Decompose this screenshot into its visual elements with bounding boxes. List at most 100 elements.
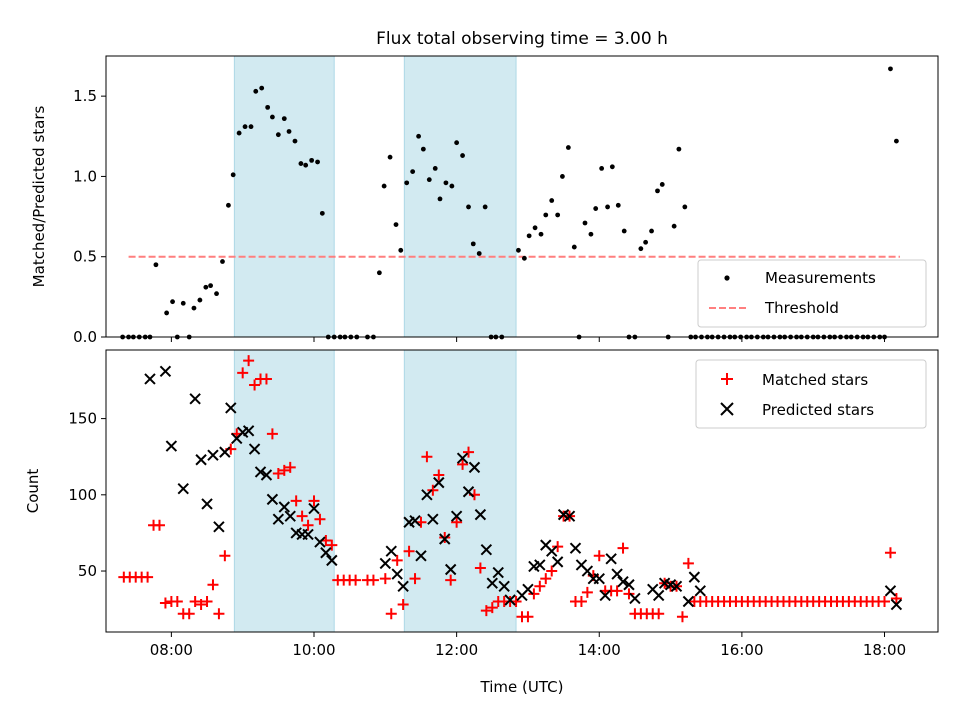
predicted-star-point xyxy=(474,508,487,521)
bottom-x-tick-marks xyxy=(170,632,886,637)
measurement-point xyxy=(532,225,538,231)
matched-star-point xyxy=(409,573,421,585)
matched-star-point xyxy=(201,596,213,608)
measurement-point xyxy=(549,198,555,203)
predicted-star-point xyxy=(623,579,635,591)
predicted-star-point xyxy=(670,580,683,592)
matched-star-point xyxy=(421,451,433,463)
predicted-star-point xyxy=(498,580,510,592)
matched-star-point xyxy=(314,513,326,525)
matched-star-point xyxy=(474,562,486,574)
predicted-star-point xyxy=(652,589,665,602)
matched-star-point xyxy=(272,467,284,479)
bottom-legend: Matched stars Predicted stars xyxy=(695,359,927,429)
measurement-point xyxy=(426,177,432,183)
legend-measurements-label: Measurements xyxy=(765,269,876,287)
measurement-point xyxy=(292,138,298,144)
legend-matched-marker xyxy=(721,373,733,385)
top-legend-box xyxy=(697,259,927,328)
matched-star-point xyxy=(486,602,498,614)
matched-star-point xyxy=(546,565,558,577)
predicted-star-point xyxy=(302,528,314,541)
predicted-star-point xyxy=(195,454,207,466)
predicted-star-point xyxy=(551,556,564,568)
matched-star-point xyxy=(379,573,391,585)
top-axes-frame xyxy=(105,55,939,338)
matched-star-point xyxy=(676,611,688,623)
predicted-star-point xyxy=(694,585,706,597)
measurement-point xyxy=(208,283,213,289)
matched-star-point xyxy=(260,373,272,385)
predicted-star-point xyxy=(272,513,285,525)
measurement-point xyxy=(381,183,387,189)
matched-star-point xyxy=(213,608,225,620)
predicted-star-point xyxy=(890,598,903,611)
matched-star-point xyxy=(391,554,403,566)
predicted-stars-points xyxy=(144,365,903,611)
top-shaded-interval xyxy=(233,55,335,338)
predicted-star-point xyxy=(433,476,445,489)
measurement-point xyxy=(437,196,443,202)
measurement-point xyxy=(582,220,588,226)
matched-star-point xyxy=(219,550,231,562)
predicted-star-point xyxy=(599,589,611,602)
measurement-point xyxy=(449,183,455,189)
measurement-point xyxy=(454,140,460,146)
predicted-star-point xyxy=(248,443,261,455)
predicted-star-point xyxy=(379,557,392,570)
predicted-star-point xyxy=(397,580,409,592)
bottom-y-tick-label: 50 xyxy=(78,562,97,580)
measurement-point xyxy=(649,228,654,234)
measurement-point xyxy=(376,270,382,276)
measurement-point xyxy=(432,166,438,171)
measurement-point xyxy=(555,212,561,218)
measurement-point xyxy=(203,284,209,290)
measurement-point xyxy=(298,161,304,166)
matched-star-point xyxy=(350,574,362,586)
predicted-star-point xyxy=(546,545,558,557)
predicted-star-point xyxy=(611,568,623,580)
predicted-star-point xyxy=(450,510,463,522)
matched-star-point xyxy=(463,446,475,458)
bottom-x-tick-label: 10:00 xyxy=(292,641,335,659)
predicted-star-point xyxy=(320,547,332,559)
legend-threshold-label: Threshold xyxy=(764,299,839,317)
matched-star-point xyxy=(451,516,463,528)
measurement-point xyxy=(615,202,621,208)
bottom-shaded-interval xyxy=(233,349,335,633)
measurement-point xyxy=(560,174,565,179)
measurement-point xyxy=(410,169,416,175)
predicted-star-point xyxy=(144,373,156,385)
measurement-point xyxy=(230,172,236,178)
bottom-shaded-interval xyxy=(403,349,517,633)
measurement-point xyxy=(643,239,649,245)
bottom-y-tick-marks xyxy=(101,418,106,572)
measurement-point xyxy=(197,297,203,303)
measurement-point xyxy=(526,233,532,239)
measurement-point xyxy=(671,223,677,229)
predicted-star-point xyxy=(456,452,469,464)
bottom-shaded-intervals xyxy=(233,349,517,633)
measurement-point xyxy=(191,305,197,311)
predicted-star-point xyxy=(486,577,498,589)
matched-star-point xyxy=(581,586,593,598)
measurement-point xyxy=(466,204,471,210)
measurement-point xyxy=(894,138,899,144)
bottom-x-tick-label: 16:00 xyxy=(720,641,763,659)
measurement-point xyxy=(571,244,577,250)
matched-star-point xyxy=(326,539,338,551)
measurement-point xyxy=(170,299,175,305)
top-y-tick-label: 0.0 xyxy=(73,328,97,346)
predicted-star-point xyxy=(213,521,225,533)
measurement-point xyxy=(470,241,476,247)
measurement-point xyxy=(599,166,605,171)
top-y-tick-labels: 0.0 0.5 1.0 1.5 xyxy=(73,87,97,346)
matched-star-point xyxy=(159,597,171,609)
measurement-point xyxy=(543,212,549,218)
predicted-star-point xyxy=(266,493,279,506)
measurement-point xyxy=(164,310,170,316)
measurement-point xyxy=(259,85,265,91)
matched-star-point xyxy=(653,608,665,620)
measurement-point xyxy=(309,157,315,163)
